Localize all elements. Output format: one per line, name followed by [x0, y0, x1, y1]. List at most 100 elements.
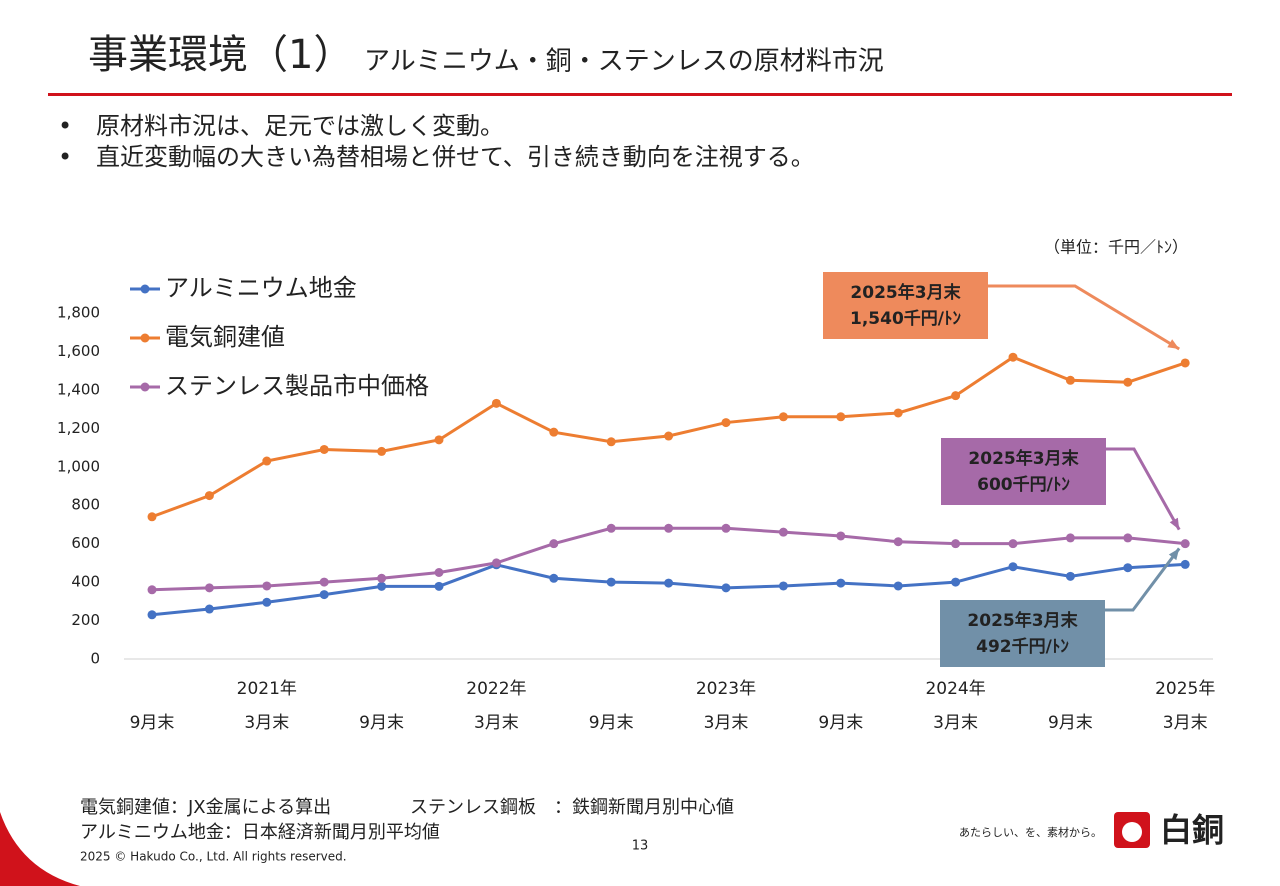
annotation-text: 2025年3月末: [967, 610, 1078, 631]
x-year-label: 2025年: [1155, 679, 1215, 699]
y-tick-label: 1,200: [57, 419, 100, 437]
point: [1008, 539, 1018, 549]
tagline: あたらしい、を、素材から。: [959, 825, 1102, 839]
point: [1123, 533, 1133, 543]
x-year-label: 2023年: [696, 679, 756, 699]
y-tick-label: 1,000: [57, 457, 100, 475]
y-tick-label: 400: [71, 573, 100, 591]
point: [664, 431, 674, 441]
annotation-arrow: [1106, 447, 1181, 531]
annotation-box: [823, 272, 988, 339]
point: [778, 581, 788, 591]
x-year-label: 2021年: [237, 679, 297, 699]
annotation-text: 1,540千円/ﾄﾝ: [850, 309, 961, 329]
copyright: 2025 © Hakudo Co., Ltd. All rights reser…: [80, 850, 347, 864]
bullet-dot: •: [58, 143, 72, 171]
bullet-dot: •: [58, 112, 72, 140]
point: [1123, 563, 1133, 573]
point: [434, 581, 444, 591]
point: [377, 446, 387, 456]
point: [951, 391, 961, 401]
point: [549, 573, 559, 583]
point: [319, 590, 329, 600]
point: [549, 539, 559, 549]
y-tick-label: 600: [71, 534, 100, 552]
x-tick-label: 9月末: [1048, 713, 1093, 733]
legend-swatch: [140, 333, 150, 343]
point: [1008, 352, 1018, 362]
point: [1065, 533, 1075, 543]
y-tick-label: 0: [90, 650, 100, 668]
x-tick-label: 9月末: [359, 713, 404, 733]
point: [377, 581, 387, 591]
logo-icon: [1122, 822, 1142, 842]
legend-label: アルミニウム地金: [165, 274, 357, 302]
point: [664, 523, 674, 533]
y-tick-label: 200: [71, 611, 100, 629]
annotation-text: 492千円/ﾄﾝ: [976, 637, 1069, 657]
point: [319, 444, 329, 454]
point: [893, 581, 903, 591]
x-tick-label: 9月末: [130, 713, 175, 733]
point: [721, 523, 731, 533]
x-tick-label: 3月末: [933, 713, 978, 733]
annotation-arrowhead: [1168, 548, 1180, 561]
point: [951, 577, 961, 587]
point: [434, 435, 444, 445]
annotation-text: 2025年3月末: [968, 448, 1079, 469]
subtitle: アルミニウム・銅・ステンレスの原材料市況: [364, 47, 884, 77]
annotation-arrow: [988, 284, 1180, 351]
note: アルミニウム地金：日本経済新聞月別平均値: [80, 822, 440, 843]
point: [836, 578, 846, 588]
point: [377, 573, 387, 583]
point: [778, 412, 788, 422]
annotation-box: [940, 600, 1105, 667]
note: ステンレス鋼板 ：鉄鋼新聞月別中心値: [410, 797, 734, 818]
point: [262, 597, 272, 607]
point: [434, 568, 444, 577]
annotation-text: 600千円/ﾄﾝ: [977, 475, 1070, 495]
point: [893, 537, 903, 547]
x-tick-label: 9月末: [589, 713, 634, 733]
y-tick-label: 1,400: [57, 380, 100, 398]
point: [262, 581, 272, 591]
point: [1123, 377, 1133, 387]
point: [606, 577, 616, 587]
point: [1065, 375, 1075, 385]
point: [549, 427, 559, 437]
point: [778, 527, 788, 537]
x-tick-label: 9月末: [818, 713, 863, 733]
x-year-label: 2022年: [466, 679, 526, 699]
y-tick-label: 1,800: [57, 304, 100, 322]
x-tick-label: 3月末: [244, 713, 289, 733]
note: 電気銅建値：JX金属による算出: [80, 797, 331, 818]
point: [262, 456, 272, 466]
point: [1008, 562, 1018, 572]
annotation-arrowhead: [1169, 517, 1180, 530]
point: [893, 408, 903, 418]
point: [491, 398, 501, 408]
decoration: [0, 812, 80, 886]
legend-swatch: [140, 382, 150, 392]
bullet: 原材料市況は、足元では激しく変動。: [96, 112, 504, 140]
point: [836, 412, 846, 422]
point: [1180, 358, 1190, 368]
point: [204, 604, 214, 614]
point: [951, 539, 961, 549]
point: [1180, 559, 1190, 569]
point: [204, 583, 214, 593]
y-tick-label: 1,600: [57, 342, 100, 360]
point: [721, 418, 731, 428]
point: [147, 610, 157, 620]
point: [204, 491, 214, 501]
x-tick-label: 3月末: [474, 713, 519, 733]
x-tick-label: 3月末: [704, 713, 749, 733]
annotation-arrowhead: [1167, 339, 1180, 349]
annotation-box: [941, 438, 1106, 505]
point: [319, 577, 329, 587]
annotation-text: 2025年3月末: [850, 282, 961, 303]
point: [606, 523, 616, 533]
x-tick-label: 3月末: [1163, 713, 1208, 733]
point: [606, 437, 616, 447]
